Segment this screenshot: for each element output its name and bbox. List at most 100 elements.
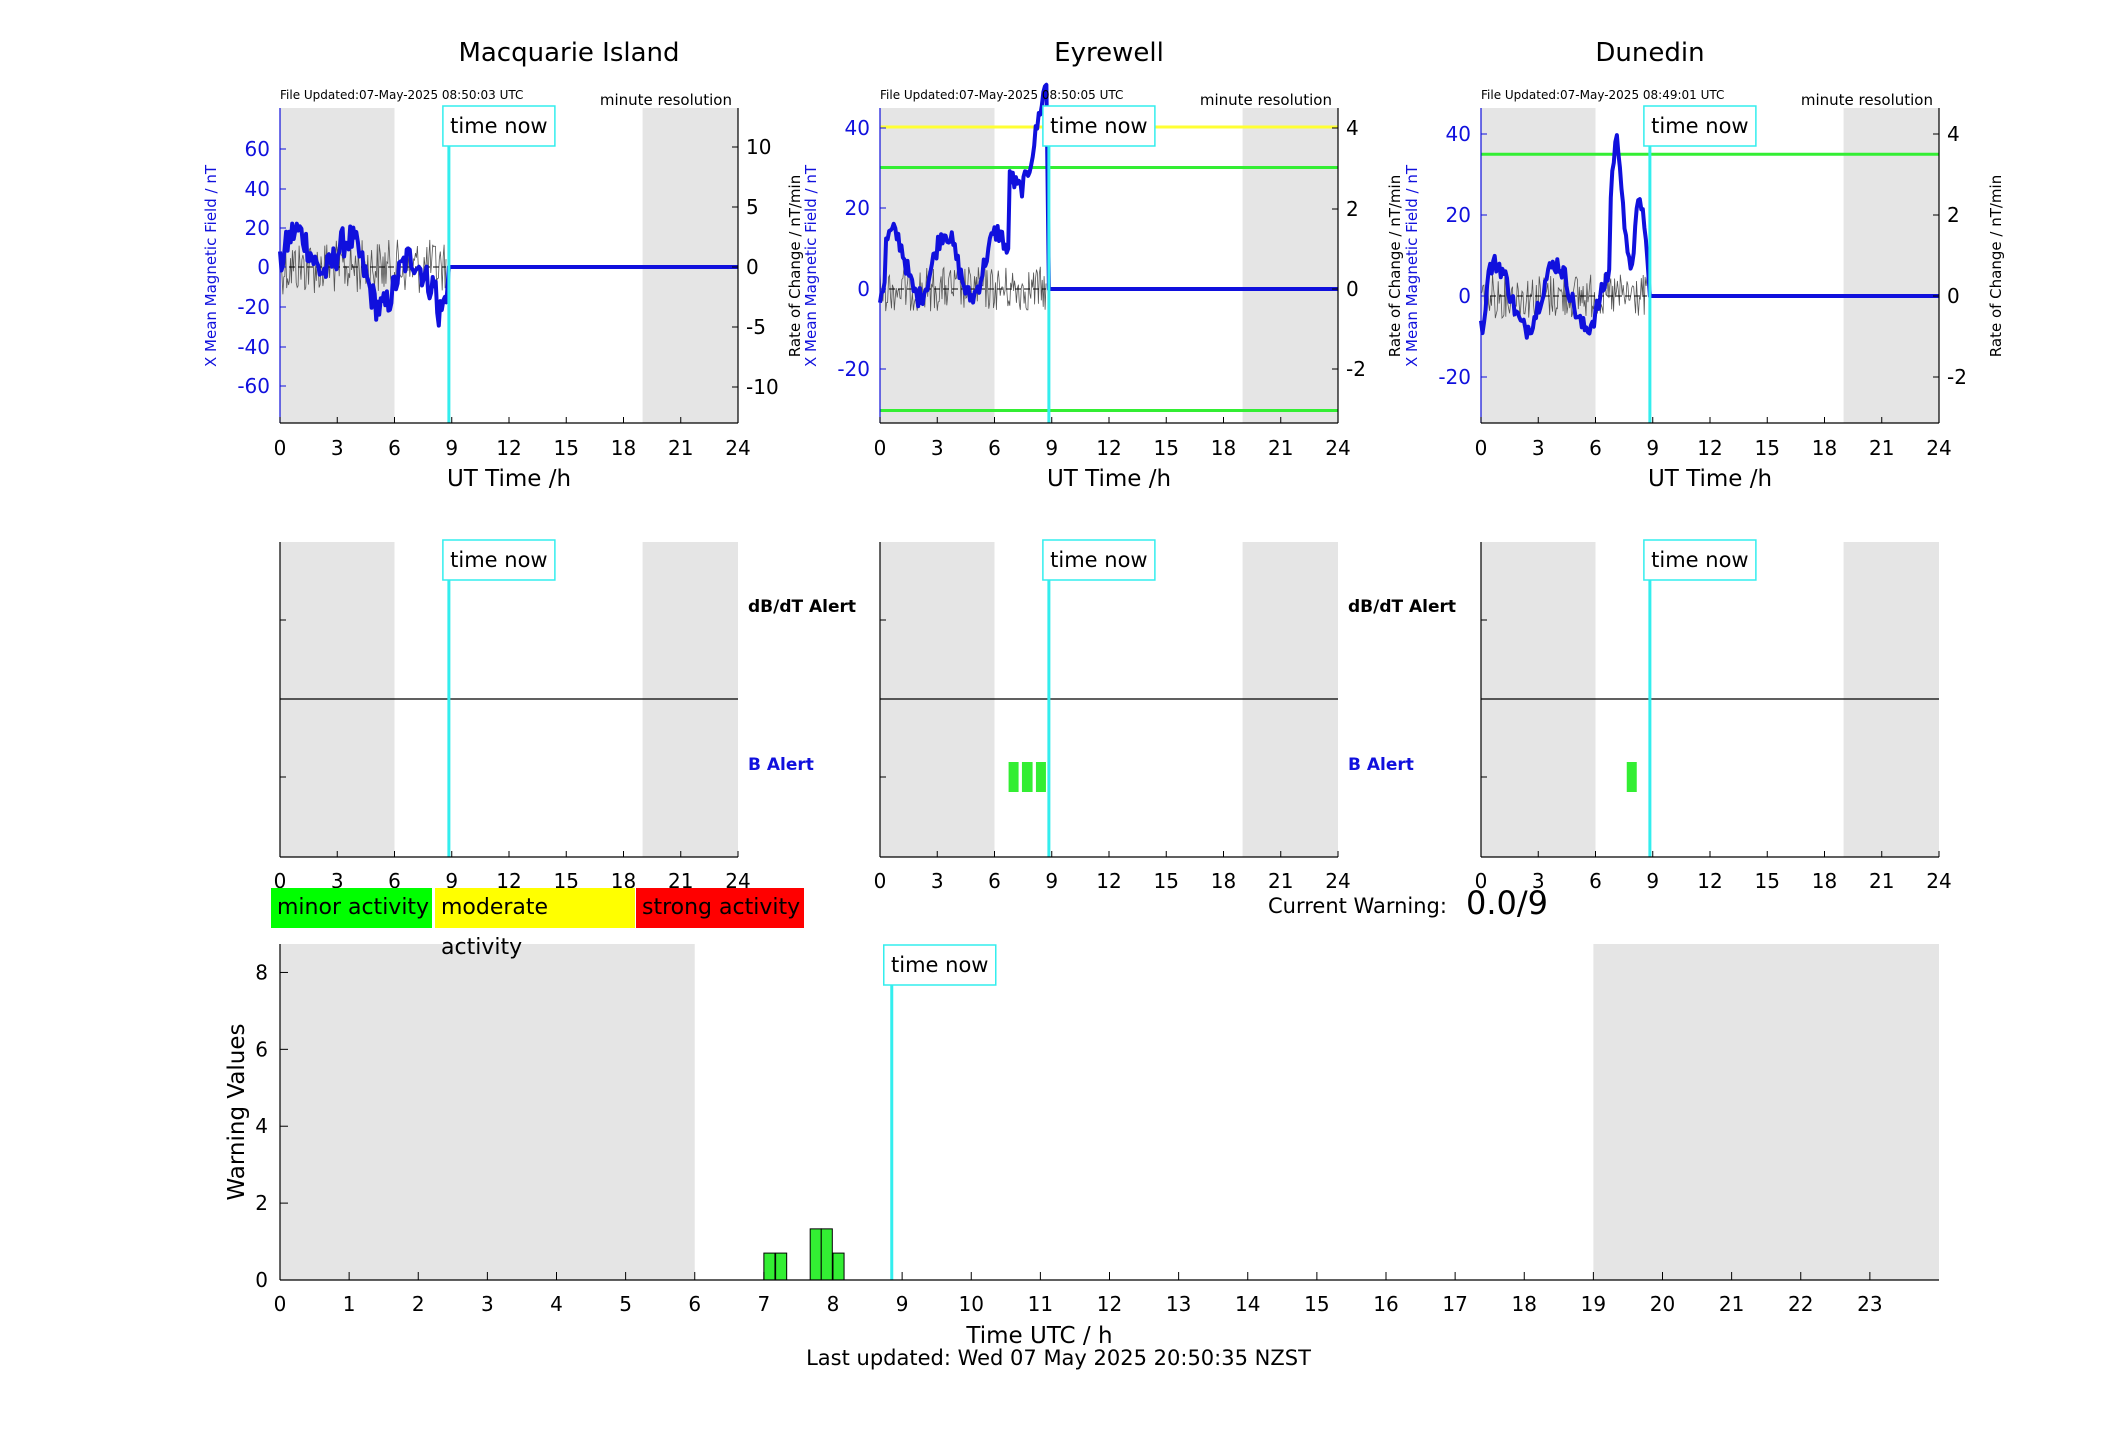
x-tick-label: 0 xyxy=(874,436,887,460)
right-y-axis-label: Rate of Change / nT/min xyxy=(1386,175,1404,357)
x-tick-label: 9 xyxy=(445,869,458,893)
x-tick-label: 24 xyxy=(1926,436,1951,460)
current-warning-value: 0.0/9 xyxy=(1466,884,1549,922)
time-now-box xyxy=(442,105,556,147)
night-shading xyxy=(1242,108,1338,423)
x-axis-label: Time UTC / h xyxy=(965,1323,1112,1349)
x-tick-label: 0 xyxy=(874,869,887,893)
left-y-axis-label: X Mean Magnetic Field / nT xyxy=(1403,164,1421,367)
warning-bar xyxy=(809,1228,822,1281)
legend-moderate-activity: moderate activity xyxy=(435,888,635,960)
station-title-dunedin: Dunedin xyxy=(1595,38,1705,68)
right-y-axis-label: Rate of Change / nT/min xyxy=(786,175,804,357)
top-x-axis-label: UT Time /h xyxy=(447,466,571,492)
x-tick-label: 14 xyxy=(1235,1292,1260,1316)
right-tick-label: 2 xyxy=(1947,203,1960,227)
last-updated: Last updated: Wed 07 May 2025 20:50:35 N… xyxy=(806,1346,1311,1370)
x-tick-label: 3 xyxy=(331,869,344,893)
x-tick-label: 18 xyxy=(1812,436,1837,460)
time-now-label: time now xyxy=(1050,114,1147,138)
left-tick-label: -60 xyxy=(237,374,270,398)
x-tick-label: 12 xyxy=(1097,1292,1122,1316)
x-tick-label: 21 xyxy=(668,436,693,460)
y-tick-label: 6 xyxy=(255,1037,268,1061)
left-tick-label: 40 xyxy=(845,116,870,140)
left-tick-label: 20 xyxy=(845,196,870,220)
file-updated-text: File Updated:07-May-2025 08:50:05 UTC xyxy=(880,88,1123,102)
left-tick-label: 40 xyxy=(245,177,270,201)
right-tick-label: 4 xyxy=(1947,122,1960,146)
x-tick-label: 9 xyxy=(1646,436,1659,460)
x-tick-label: 12 xyxy=(1096,869,1121,893)
night-shading xyxy=(1843,108,1939,423)
x-tick-label: 12 xyxy=(1096,436,1121,460)
right-tick-label: 5 xyxy=(746,195,759,219)
x-tick-label: 6 xyxy=(388,869,401,893)
x-tick-label: 21 xyxy=(1719,1292,1744,1316)
x-tick-label: 12 xyxy=(496,436,521,460)
x-tick-label: 21 xyxy=(1869,436,1894,460)
x-tick-label: 3 xyxy=(1532,869,1545,893)
time-now-box xyxy=(1042,539,1156,581)
x-tick-label: 13 xyxy=(1166,1292,1191,1316)
b-alert-bar xyxy=(1021,762,1032,792)
x-tick-label: 5 xyxy=(619,1292,632,1316)
right-y-axis-label: Rate of Change / nT/min xyxy=(1987,175,2005,357)
time-now-box xyxy=(1643,539,1757,581)
x-tick-label: 24 xyxy=(1325,869,1350,893)
x-tick-label: 19 xyxy=(1581,1292,1606,1316)
x-tick-label: 6 xyxy=(1589,869,1602,893)
top-x-axis-label: UT Time /h xyxy=(1648,466,1772,492)
left-tick-label: 0 xyxy=(1458,284,1471,308)
warning-bar xyxy=(763,1252,776,1281)
x-tick-label: 18 xyxy=(1512,1292,1537,1316)
x-tick-label: 24 xyxy=(1325,436,1350,460)
left-tick-label: -20 xyxy=(1438,365,1471,389)
x-tick-label: 3 xyxy=(481,1292,494,1316)
night-shading xyxy=(880,108,995,423)
y-tick-label: 0 xyxy=(255,1268,268,1292)
left-tick-label: -20 xyxy=(237,295,270,319)
warning-bar xyxy=(820,1228,833,1281)
station-title-eyrewell: Eyrewell xyxy=(1054,38,1164,68)
warning-bar xyxy=(775,1252,788,1281)
x-tick-label: 16 xyxy=(1373,1292,1398,1316)
left-tick-label: 20 xyxy=(1446,203,1471,227)
left-y-axis-label: X Mean Magnetic Field / nT xyxy=(802,164,820,367)
x-tick-label: 15 xyxy=(1755,436,1780,460)
y-tick-label: 8 xyxy=(255,960,268,984)
right-tick-label: -5 xyxy=(746,315,766,339)
x-tick-label: 22 xyxy=(1788,1292,1813,1316)
x-tick-label: 21 xyxy=(1268,869,1293,893)
b-alert-label: B Alert xyxy=(748,755,814,775)
x-tick-label: 9 xyxy=(445,436,458,460)
x-tick-label: 3 xyxy=(331,436,344,460)
left-tick-label: -20 xyxy=(837,357,870,381)
right-tick-label: 0 xyxy=(1346,277,1359,301)
magnetic-field-trace xyxy=(278,221,738,328)
x-tick-label: 6 xyxy=(388,436,401,460)
x-tick-label: 15 xyxy=(554,436,579,460)
x-tick-label: 18 xyxy=(611,436,636,460)
x-tick-label: 23 xyxy=(1857,1292,1882,1316)
magnetic-field-trace xyxy=(878,82,1338,309)
x-tick-label: 17 xyxy=(1442,1292,1467,1316)
time-now-box xyxy=(1042,105,1156,147)
x-tick-label: 10 xyxy=(959,1292,984,1316)
x-tick-label: 18 xyxy=(1812,869,1837,893)
right-tick-label: 2 xyxy=(1346,197,1359,221)
time-now-box xyxy=(442,539,556,581)
x-tick-label: 18 xyxy=(1211,869,1236,893)
y-tick-label: 2 xyxy=(255,1191,268,1215)
x-tick-label: 3 xyxy=(1532,436,1545,460)
x-tick-label: 0 xyxy=(274,436,287,460)
x-tick-label: 12 xyxy=(1697,869,1722,893)
left-tick-label: 0 xyxy=(257,255,270,279)
time-now-box xyxy=(883,944,997,986)
x-tick-label: 4 xyxy=(550,1292,563,1316)
x-tick-label: 9 xyxy=(1646,869,1659,893)
current-warning-label: Current Warning: xyxy=(1268,894,1447,918)
time-now-label: time now xyxy=(1651,114,1748,138)
